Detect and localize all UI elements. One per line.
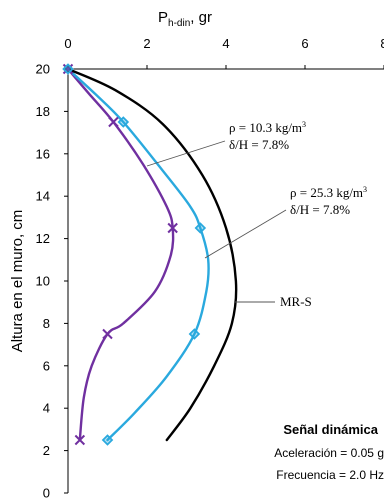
y-tick-label: 8 — [43, 316, 50, 331]
series-point-2 — [194, 222, 207, 234]
annotation-series-1-line1-text: ρ = 10.3 kg/m — [229, 120, 302, 135]
annotation-series-3-label: MR-S — [280, 294, 312, 309]
y-axis-title: Altura en el muro, cm — [9, 210, 26, 353]
annotation-series-1-line1: ρ = 10.3 kg/m3 — [229, 120, 306, 135]
series-markers — [62, 63, 207, 446]
y-tick-label: 14 — [36, 189, 50, 204]
y-tick-label: 12 — [36, 231, 50, 246]
annotation-series-2-line1-sup: 3 — [363, 185, 367, 194]
signal-acceleration: Aceleración = 0.05 g — [274, 446, 384, 460]
annotation-series-1: ρ = 10.3 kg/m3 δ/H = 7.8% — [146, 120, 306, 167]
x-tick-label: 6 — [301, 36, 308, 51]
x-tick-label: 0 — [64, 36, 71, 51]
annotation-series-2-line1: ρ = 25.3 kg/m3 — [290, 185, 367, 200]
series-point-1 — [62, 63, 74, 75]
annotation-series-2-line2: δ/H = 7.8% — [290, 202, 350, 217]
annotation-series-3: MR-S — [234, 294, 312, 309]
y-tick-label: 18 — [36, 104, 50, 119]
series-line-2 — [66, 67, 210, 442]
y-tick-label: 2 — [43, 443, 50, 458]
series-point-1 — [167, 222, 178, 234]
y-tick-label: 10 — [36, 274, 50, 289]
series-point-1 — [102, 328, 113, 340]
y-tick-label: 6 — [43, 358, 50, 373]
annotation-series-2: ρ = 25.3 kg/m3 δ/H = 7.8% — [204, 185, 367, 259]
series-point-2 — [101, 434, 114, 446]
y-tick-label: 4 — [43, 401, 50, 416]
y-tick-label: 20 — [36, 62, 50, 77]
x-axis-title-main: P — [158, 9, 168, 26]
series-point-2 — [188, 328, 201, 340]
x-tick-label: 8 — [380, 36, 384, 51]
series-point-2 — [117, 116, 130, 128]
x-axis-title-unit: , gr — [190, 9, 212, 26]
y-ticks: 0 2 4 6 8 10 12 14 16 18 20 — [36, 62, 68, 501]
x-tick-label: 2 — [143, 36, 150, 51]
x-ticks: 0 2 4 6 8 — [64, 36, 384, 69]
x-tick-label: 4 — [222, 36, 229, 51]
annotation-series-2-line1-text: ρ = 25.3 kg/m — [290, 185, 363, 200]
series-line-3 — [66, 67, 238, 442]
y-tick-label: 0 — [43, 486, 50, 501]
y-tick-label: 16 — [36, 146, 50, 161]
series-point-2 — [62, 63, 74, 75]
series-point-1 — [108, 116, 119, 128]
x-axis-title-subscript: h-din — [168, 18, 190, 29]
annotation-series-1-line2: δ/H = 7.8% — [229, 137, 289, 152]
x-axis-title: Ph-din, gr — [158, 9, 212, 29]
series-point-1 — [74, 434, 86, 446]
signal-title: Señal dinámica — [283, 422, 378, 437]
signal-frequency: Frecuencia = 2.0 Hz — [276, 468, 384, 482]
annotation-series-2-leader — [204, 209, 287, 259]
annotation-series-1-line1-sup: 3 — [302, 120, 306, 129]
signal-info-box: Señal dinámica Aceleración = 0.05 g Frec… — [274, 422, 384, 482]
annotation-series-1-leader — [146, 140, 226, 167]
